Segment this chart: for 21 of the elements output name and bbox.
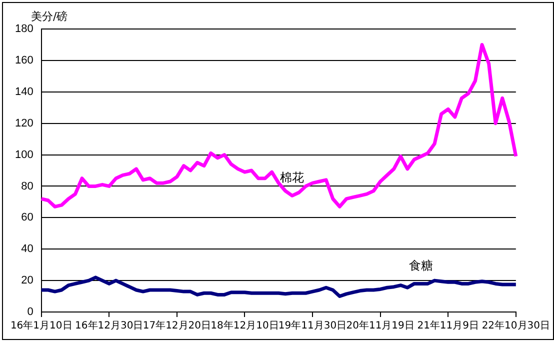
x-tick-label: 16年12月30日 <box>75 320 144 332</box>
series-label: 食糖 <box>409 258 433 273</box>
x-tick-label: 21年11月9日 <box>417 320 480 332</box>
x-tick-label: 16年1月10日 <box>10 320 72 332</box>
x-tick-label: 17年12月20日 <box>142 320 212 332</box>
y-tick-label: 120 <box>14 117 34 130</box>
x-tick-label: 18年12月10日 <box>210 320 279 332</box>
x-tick-label: 19年11月30日 <box>278 320 347 332</box>
y-axis-title: 美分/磅 <box>31 9 68 24</box>
y-tick-label: 60 <box>21 212 34 224</box>
y-tick-label: 40 <box>21 243 34 256</box>
series-label: 棉花 <box>280 170 304 185</box>
y-tick-label: 180 <box>14 23 34 36</box>
x-tick-label: 22年10月30日 <box>482 320 550 332</box>
y-tick-label: 100 <box>14 148 34 161</box>
y-tick-label: 80 <box>21 180 34 192</box>
x-tick-label: 20年11月19日 <box>346 320 414 332</box>
y-tick-label: 160 <box>14 54 34 66</box>
y-tick-label: 140 <box>14 86 34 98</box>
y-tick-label: 20 <box>21 274 34 287</box>
y-tick-label: 0 <box>27 306 34 318</box>
